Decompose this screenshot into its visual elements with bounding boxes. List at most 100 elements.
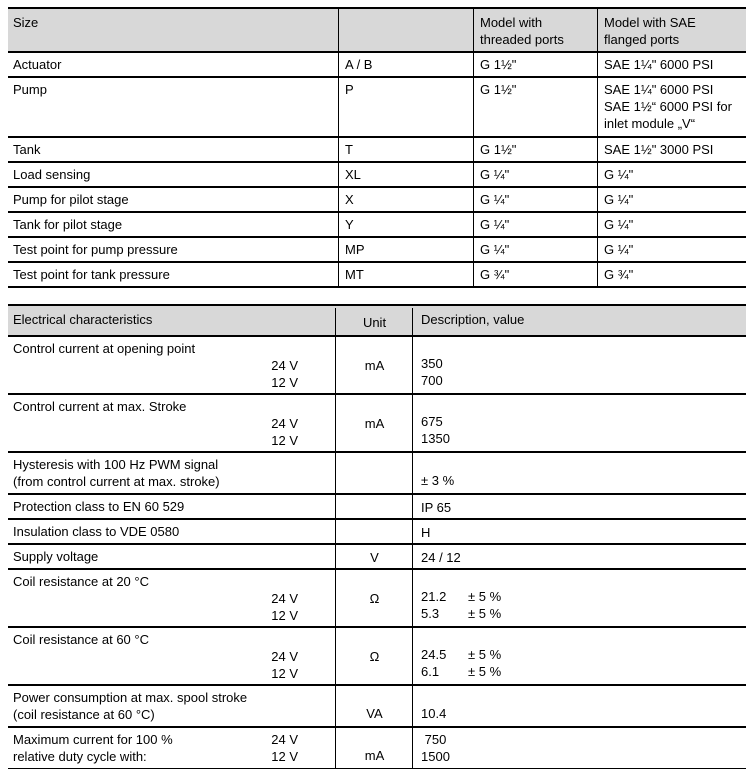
port-name: Pump for pilot stage <box>13 192 129 207</box>
characteristic-label: Control current at opening point <box>13 341 196 356</box>
value-cell: 21.2 ± 5 % 5.3 ± 5 % <box>412 570 746 626</box>
size-table-header-row: Size Model with threaded ports Model wit… <box>8 9 746 53</box>
unit-label: Ω <box>369 591 380 606</box>
unit-cell <box>335 453 412 493</box>
voltage-sublabels: 24 V 12 V <box>271 591 298 623</box>
unit-header-label: Unit <box>335 308 412 335</box>
port-code: XL <box>338 163 473 186</box>
table-row-hysteresis: Hysteresis with 100 Hz PWM signal (from … <box>8 453 746 495</box>
characteristic-label: Coil resistance at 60 °C <box>13 632 149 647</box>
voltage-sublabels: 24 V 12 V <box>271 416 298 448</box>
threaded-port-value: G ¼" <box>473 163 597 186</box>
port-code: A / B <box>338 53 473 76</box>
port-code: P <box>338 78 473 136</box>
unit-cell: Ω <box>335 628 412 684</box>
value-line: 24.5 ± 5 % <box>421 646 742 663</box>
threaded-port-value: G 1½" <box>473 78 597 136</box>
unit-cell <box>335 520 412 543</box>
table-row-protection-class: Protection class to EN 60 529 IP 65 <box>8 495 746 520</box>
elec-table-header-row: Electrical characteristics Unit Descript… <box>8 306 746 337</box>
characteristic-cell: Coil resistance at 60 °C 24 V 12 V <box>8 628 335 684</box>
table-row-test-point-tank: Test point for tank pressure MT G ¾" G ¾… <box>8 263 746 288</box>
value-cell: 24.5 ± 5 % 6.1 ± 5 % <box>412 628 746 684</box>
table-row-power-consumption: Power consumption at max. spool stroke (… <box>8 686 746 728</box>
electrical-characteristics-table: Electrical characteristics Unit Descript… <box>8 304 746 769</box>
unit-cell: VA <box>335 686 412 726</box>
voltage-sublabels: 24 V 12 V <box>271 732 298 764</box>
table-row-pump-pilot-stage: Pump for pilot stage X G ¼" G ¼" <box>8 188 746 213</box>
port-name: Test point for tank pressure <box>13 267 170 282</box>
value-line: 5.3 ± 5 % <box>421 605 742 622</box>
flanged-port-value: G ¼" <box>597 163 746 186</box>
characteristic-label: Maximum current for 100 % relative duty … <box>13 732 173 764</box>
port-name: Pump <box>13 82 47 97</box>
port-name: Load sensing <box>13 167 91 182</box>
table-row-tank: Tank T G 1½" SAE 1½" 3000 PSI <box>8 138 746 163</box>
tolerance-value: ± 5 % <box>468 589 502 604</box>
unit-cell <box>335 495 412 518</box>
port-code: T <box>338 138 473 161</box>
value-cell: 10.4 <box>412 686 746 726</box>
characteristic-label: Control current at max. Stroke <box>13 399 187 414</box>
characteristic-label: Supply voltage <box>13 549 99 564</box>
threaded-port-value: G 1½" <box>473 53 597 76</box>
unit-header-text: Unit <box>362 314 387 330</box>
table-row-actuator: Actuator A / B G 1½" SAE 1¼" 6000 PSI <box>8 53 746 78</box>
tolerance-value: ± 5 % <box>468 606 502 621</box>
threaded-port-value: G ¼" <box>473 238 597 261</box>
flanged-port-value: SAE 1¼" 6000 PSI <box>597 53 746 76</box>
tolerance-value: ± 5 % <box>468 664 502 679</box>
size-header-label: Size <box>13 15 39 30</box>
unit-label: mA <box>364 748 385 763</box>
unit-label: V <box>370 549 379 565</box>
flanged-port-value: G ¼" <box>597 188 746 211</box>
table-row-control-current-max-stroke: Control current at max. Stroke 24 V 12 V… <box>8 395 746 453</box>
value-line: 6.1 ± 5 % <box>421 663 742 680</box>
threaded-port-value: G ¼" <box>473 213 597 236</box>
table-row-maximum-current: Maximum current for 100 % relative duty … <box>8 728 746 769</box>
resistance-value: 5.3 <box>421 606 440 621</box>
threaded-ports-header-label: Model with threaded ports <box>473 9 597 51</box>
port-name: Actuator <box>13 57 62 72</box>
port-code: MP <box>338 238 473 261</box>
value-cell: 750 1500 <box>412 728 746 768</box>
flanged-port-value: G ¼" <box>597 238 746 261</box>
code-header-label <box>338 9 473 51</box>
table-row-pump: Pump P G 1½" SAE 1¼" 6000 PSI SAE 1½“ 60… <box>8 78 746 138</box>
resistance-value: 21.2 <box>421 589 447 604</box>
threaded-port-value: G 1½" <box>473 138 597 161</box>
flanged-port-value: SAE 1¼" 6000 PSI SAE 1½“ 6000 PSI for in… <box>597 78 746 136</box>
value-cell: IP 65 <box>412 495 746 518</box>
elec-header-label: Electrical characteristics <box>13 312 153 327</box>
flanged-port-value: SAE 1½" 3000 PSI <box>597 138 746 161</box>
port-name: Test point for pump pressure <box>13 242 178 257</box>
threaded-port-value: G ¼" <box>473 188 597 211</box>
characteristic-label: Power consumption at max. spool stroke (… <box>13 690 248 722</box>
unit-cell: Ω <box>335 570 412 626</box>
value-cell: 350 700 <box>412 337 746 393</box>
voltage-sublabels: 24 V 12 V <box>271 649 298 681</box>
characteristic-label: Protection class to EN 60 529 <box>13 499 185 514</box>
port-name: Tank <box>13 142 41 157</box>
table-row-test-point-pump: Test point for pump pressure MP G ¼" G ¼… <box>8 238 746 263</box>
table-row-supply-voltage: Supply voltage V 24 / 12 <box>8 545 746 570</box>
port-name: Tank for pilot stage <box>13 217 123 232</box>
resistance-value: 24.5 <box>421 647 447 662</box>
flanged-ports-header-label: Model with SAE flanged ports <box>597 9 746 51</box>
characteristic-label: Insulation class to VDE 0580 <box>13 524 180 539</box>
unit-label: mA <box>364 358 385 373</box>
characteristic-cell: Control current at max. Stroke 24 V 12 V <box>8 395 335 451</box>
port-code: MT <box>338 263 473 286</box>
port-code: Y <box>338 213 473 236</box>
characteristic-cell: Coil resistance at 20 °C 24 V 12 V <box>8 570 335 626</box>
value-cell: 24 / 12 <box>412 545 746 568</box>
tolerance-value: ± 5 % <box>468 647 502 662</box>
table-row-coil-resistance-20: Coil resistance at 20 °C 24 V 12 V Ω 21.… <box>8 570 746 628</box>
flanged-port-value: G ¼" <box>597 213 746 236</box>
characteristic-label: Coil resistance at 20 °C <box>13 574 149 589</box>
table-row-insulation-class: Insulation class to VDE 0580 H <box>8 520 746 545</box>
unit-label: Ω <box>369 649 380 664</box>
table-row-control-current-opening: Control current at opening point 24 V 12… <box>8 337 746 395</box>
flanged-port-value: G ¾" <box>597 263 746 286</box>
value-line: 21.2 ± 5 % <box>421 588 742 605</box>
